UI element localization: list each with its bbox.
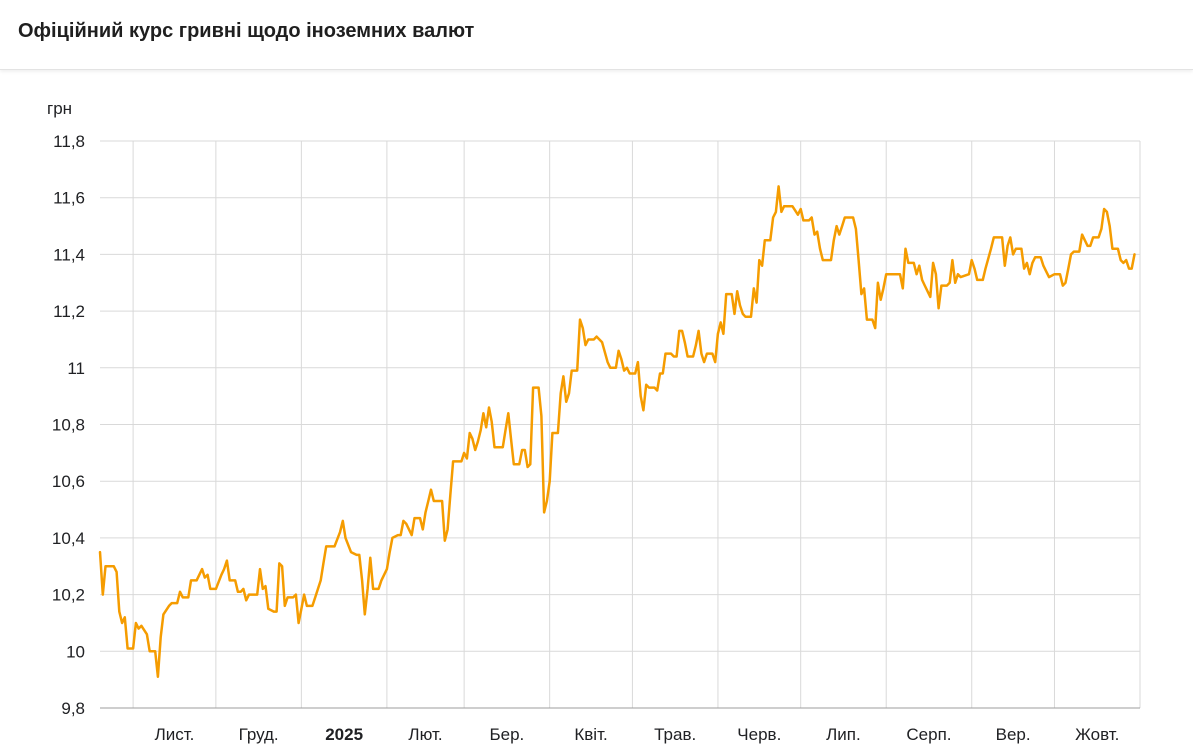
- y-axis-label: грн: [47, 99, 72, 118]
- y-tick-label: 10,4: [52, 529, 85, 548]
- y-tick-label: 10,8: [52, 416, 85, 435]
- series-line: [98, 185, 1136, 679]
- x-tick-label: Черв.: [737, 725, 781, 744]
- y-tick-label: 10: [66, 642, 85, 661]
- x-tick-label: Серп.: [906, 725, 951, 744]
- y-axis: грн 9,8 10 10,2 10,4 10,6 10,8 11 11,2 11,4 11,6 1…: [47, 99, 85, 718]
- series: [98, 185, 1136, 679]
- x-tick-label: Лют.: [408, 725, 442, 744]
- y-tick-label: 11,4: [53, 245, 85, 264]
- chart-grid: [100, 140, 1141, 708]
- y-tick-label: 9,8: [61, 699, 85, 718]
- x-tick-label: Вер.: [996, 725, 1031, 744]
- x-tick-label: Жовт.: [1075, 725, 1119, 744]
- y-tick-label: 11,2: [53, 302, 85, 321]
- x-tick-label: Груд.: [239, 725, 279, 744]
- x-tick-label: Квіт.: [574, 725, 607, 744]
- x-tick-label: Лип.: [826, 725, 861, 744]
- x-tick-label: Трав.: [654, 725, 696, 744]
- y-tick-label: 11: [67, 359, 85, 378]
- page-title: Офіційний курс гривні щодо іноземних вал…: [18, 20, 475, 42]
- y-tick-label: 11,6: [53, 189, 85, 208]
- y-tick-label: 10,6: [52, 472, 85, 491]
- page-header: Офіційний курс гривні щодо іноземних вал…: [0, 0, 1193, 70]
- y-tick-label: 10,2: [52, 586, 85, 605]
- x-axis: Лист. Груд. 2025 Лют. Бер. Квіт. Трав. Черв. Лип…: [100, 707, 1140, 744]
- x-tick-label: 2025: [325, 725, 363, 744]
- x-tick-label: Бер.: [489, 725, 524, 744]
- y-tick-label: 11,8: [53, 132, 85, 151]
- x-tick-label: Лист.: [155, 725, 195, 744]
